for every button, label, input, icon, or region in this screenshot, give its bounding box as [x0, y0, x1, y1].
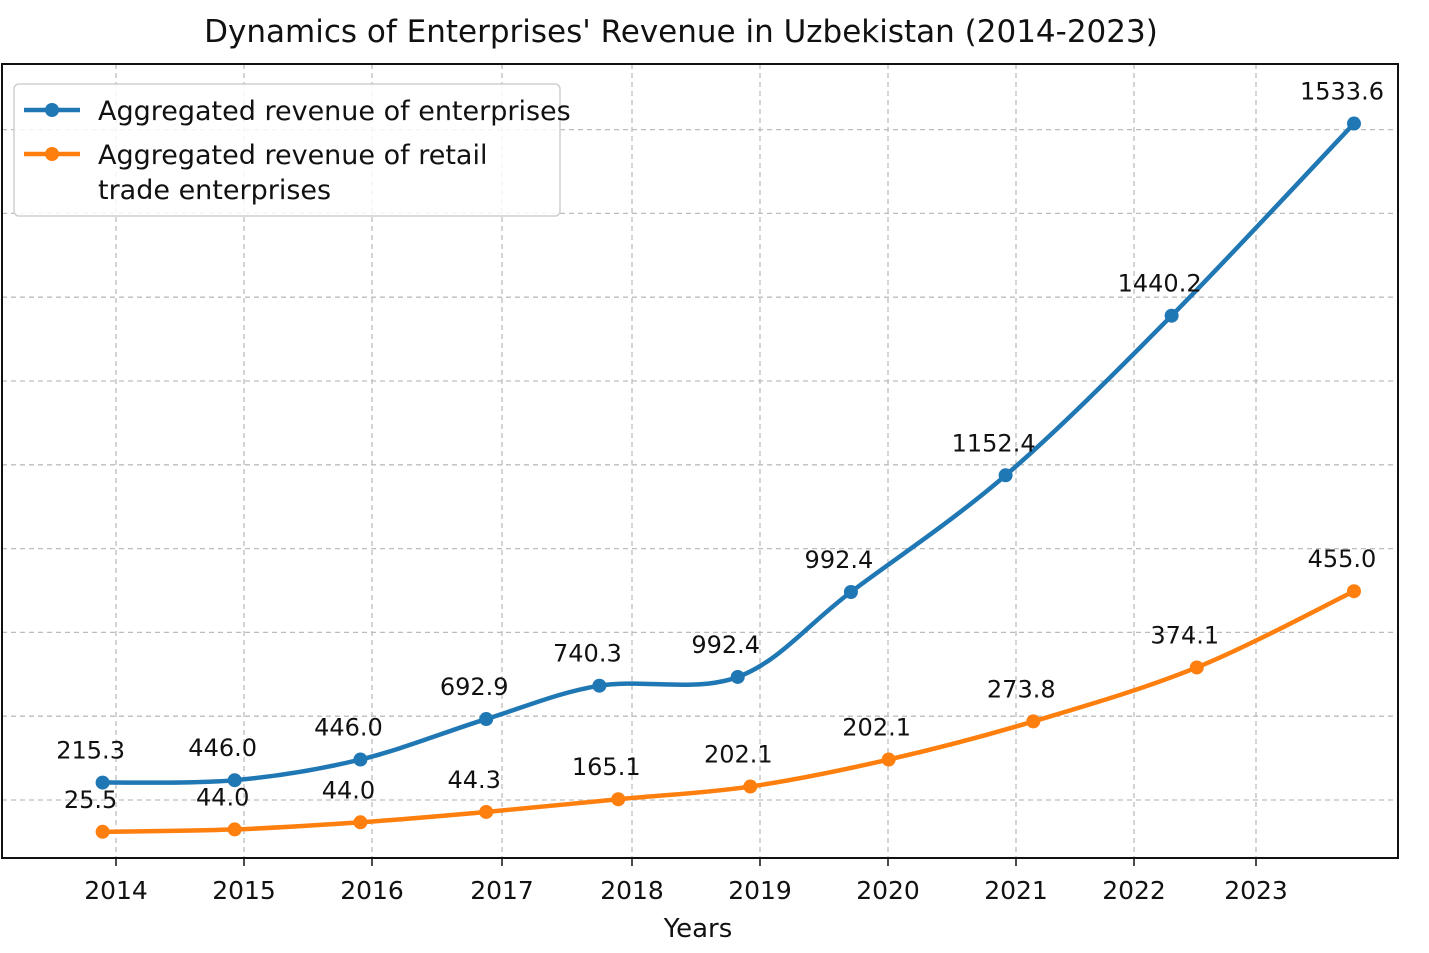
data-point-enterprises: [479, 712, 494, 727]
data-label-retail: 165.1: [572, 753, 641, 781]
data-label-enterprises: 992.4: [691, 631, 760, 659]
data-label-retail: 44.3: [447, 766, 500, 794]
data-point-enterprises: [998, 468, 1013, 483]
gridlines: [2, 64, 1398, 858]
data-label-enterprises: 446.0: [188, 734, 257, 762]
data-point-enterprises: [843, 585, 858, 600]
data-point-enterprises: [227, 773, 242, 788]
x-tick-label: 2019: [728, 876, 792, 905]
legend-marker-retail: [45, 147, 59, 161]
series-lines: [95, 116, 1361, 839]
x-tick-label: 2015: [212, 876, 276, 905]
data-label-enterprises: 1440.2: [1118, 270, 1202, 298]
data-label-enterprises: 1533.6: [1300, 78, 1384, 106]
data-label-enterprises: 1152.4: [952, 429, 1036, 457]
data-point-enterprises: [730, 669, 745, 684]
data-label-retail: 44.0: [322, 776, 375, 804]
x-tick-label: 2023: [1224, 876, 1288, 905]
legend-box: [13, 83, 561, 217]
legend-label-retail: Aggregated revenue of retail: [98, 140, 487, 171]
data-point-retail: [95, 824, 110, 839]
series-line-enterprises: [102, 122, 1356, 785]
x-tick-label: 2021: [984, 876, 1048, 905]
plot-frame: [1, 63, 1399, 859]
data-point-enterprises: [592, 678, 607, 693]
x-axis-ticks: 2014 2015 2016 2017 2018 2019 2020 2021 2022 2023: [84, 858, 1288, 905]
data-point-retail: [1346, 584, 1361, 599]
data-label-enterprises: 740.3: [553, 640, 622, 668]
data-label-retail: 374.1: [1150, 621, 1219, 649]
data-point-retail: [1189, 660, 1204, 675]
chart-title: Dynamics of Enterprises' Revenue in Uzbe…: [204, 14, 1158, 50]
x-tick-label: 2018: [600, 876, 664, 905]
data-label-enterprises: 446.0: [314, 714, 383, 742]
x-tick-label: 2020: [856, 876, 920, 905]
x-tick-label: 2014: [84, 876, 148, 905]
data-point-enterprises: [353, 752, 368, 767]
legend-label-enterprises: Aggregated revenue of enterprises: [98, 96, 571, 127]
data-label-retail: 202.1: [704, 741, 773, 769]
x-tick-label: 2022: [1102, 876, 1166, 905]
data-point-retail: [611, 792, 626, 807]
data-label-retail: 455.0: [1308, 545, 1377, 573]
data-label-retail: 44.0: [196, 783, 249, 811]
data-label-enterprises: 215.3: [56, 737, 125, 765]
data-label-enterprises: 992.4: [805, 546, 874, 574]
data-point-enterprises: [95, 775, 110, 790]
legend-label-retail: trade enterprises: [98, 175, 331, 206]
data-point-retail: [227, 822, 242, 837]
x-tick-label: 2017: [470, 876, 534, 905]
legend: Aggregated revenue of enterprises Aggrega…: [13, 83, 571, 217]
data-point-enterprises: [1346, 116, 1361, 131]
data-labels: 215.3 446.0 446.0 692.9 740.3 992.4 992.4 1152.…: [56, 78, 1384, 814]
data-point-retail: [743, 779, 758, 794]
data-point-retail: [1026, 714, 1041, 729]
data-point-enterprises: [1164, 308, 1179, 323]
data-point-retail: [881, 752, 896, 767]
x-tick-label: 2016: [340, 876, 404, 905]
x-axis-label: Years: [663, 914, 733, 944]
legend-marker-enterprises: [45, 103, 59, 117]
series-line-retail: [102, 589, 1355, 835]
data-point-retail: [353, 815, 368, 830]
data-point-retail: [479, 804, 494, 819]
data-label-retail: 273.8: [987, 675, 1056, 703]
data-label-enterprises: 692.9: [440, 673, 509, 701]
data-label-retail: 202.1: [842, 714, 911, 742]
data-label-retail: 25.5: [64, 786, 117, 814]
